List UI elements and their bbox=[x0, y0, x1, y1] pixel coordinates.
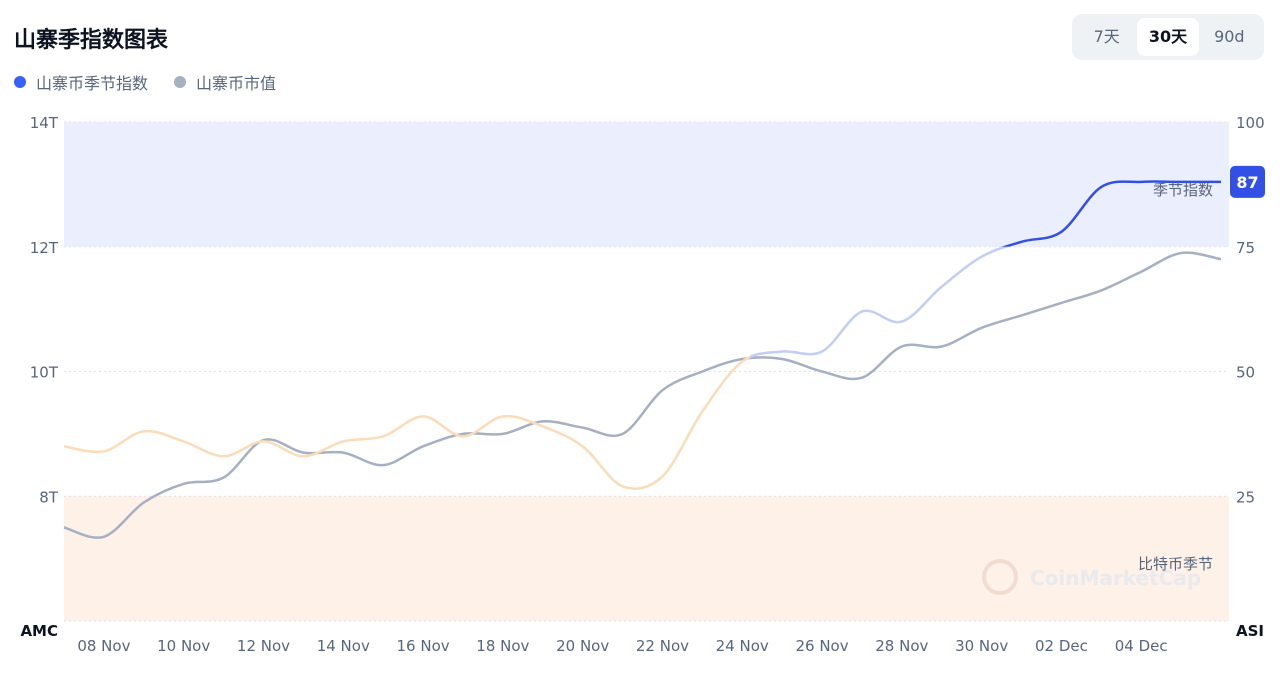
watermark-text: CoinMarketCap bbox=[1030, 566, 1201, 590]
right-tick-label: 50 bbox=[1236, 364, 1255, 382]
legend-item-amc[interactable]: 山寨币市值 bbox=[174, 70, 276, 94]
tab-30d[interactable]: 30天 bbox=[1137, 18, 1199, 56]
watermark-logo-icon bbox=[982, 559, 1018, 595]
x-tick-label: 08 Nov bbox=[77, 637, 130, 655]
right-tick-label: 75 bbox=[1236, 239, 1255, 257]
current-value-text: 87 bbox=[1236, 173, 1258, 192]
x-tick-label: 26 Nov bbox=[795, 637, 848, 655]
series-line-amc bbox=[63, 251, 1222, 539]
chart-legend: 山寨币季节指数 山寨币市值 bbox=[14, 70, 276, 94]
zone-label-altseason: 季节指数 bbox=[1153, 181, 1213, 199]
right-tick-label: 100 bbox=[1236, 114, 1265, 132]
x-tick-label: 02 Dec bbox=[1035, 637, 1088, 655]
page-title: 山寨季指数图表 bbox=[14, 28, 169, 53]
time-range-tabs: 7天 30天 90d bbox=[1072, 14, 1264, 60]
zone-0 bbox=[64, 122, 1229, 247]
x-tick-label: 20 Nov bbox=[556, 637, 609, 655]
series-line-asi-altseason bbox=[1001, 180, 1221, 247]
left-axis-label: AMC bbox=[20, 622, 58, 640]
current-value-badge bbox=[1230, 165, 1265, 198]
left-tick-label: 8T bbox=[39, 488, 59, 506]
legend-label-asi: 山寨币季节指数 bbox=[36, 74, 149, 93]
x-tick-label: 30 Nov bbox=[955, 637, 1008, 655]
x-tick-label: 04 Dec bbox=[1115, 637, 1168, 655]
x-tick-label: 22 Nov bbox=[636, 637, 689, 655]
left-tick-label: 12T bbox=[30, 239, 59, 257]
zone-label-bitcoin-season: 比特币季节 bbox=[1138, 555, 1213, 573]
right-axis-label: ASI bbox=[1236, 622, 1264, 640]
x-tick-label: 28 Nov bbox=[875, 637, 928, 655]
legend-dot-amc bbox=[174, 76, 187, 88]
x-tick-label: 10 Nov bbox=[157, 637, 210, 655]
legend-dot-asi bbox=[14, 76, 26, 88]
watermark: CoinMarketCap bbox=[982, 559, 1201, 595]
zone-1 bbox=[64, 496, 1229, 621]
left-tick-label: 14T bbox=[30, 114, 59, 132]
x-tick-label: 14 Nov bbox=[317, 637, 370, 655]
right-tick-label: 25 bbox=[1236, 488, 1255, 506]
x-tick-label: 16 Nov bbox=[397, 637, 450, 655]
x-tick-label: 24 Nov bbox=[716, 637, 769, 655]
series-line-asi-neutral-left bbox=[63, 355, 751, 490]
tab-90d[interactable]: 90d bbox=[1214, 27, 1245, 46]
left-tick-label: 10T bbox=[30, 364, 59, 382]
x-tick-label: 12 Nov bbox=[237, 637, 290, 655]
legend-label-amc: 山寨币市值 bbox=[196, 74, 277, 93]
tab-7d[interactable]: 7天 bbox=[1093, 27, 1120, 46]
legend-item-asi[interactable]: 山寨币季节指数 bbox=[14, 70, 148, 94]
x-tick-label: 18 Nov bbox=[476, 637, 529, 655]
